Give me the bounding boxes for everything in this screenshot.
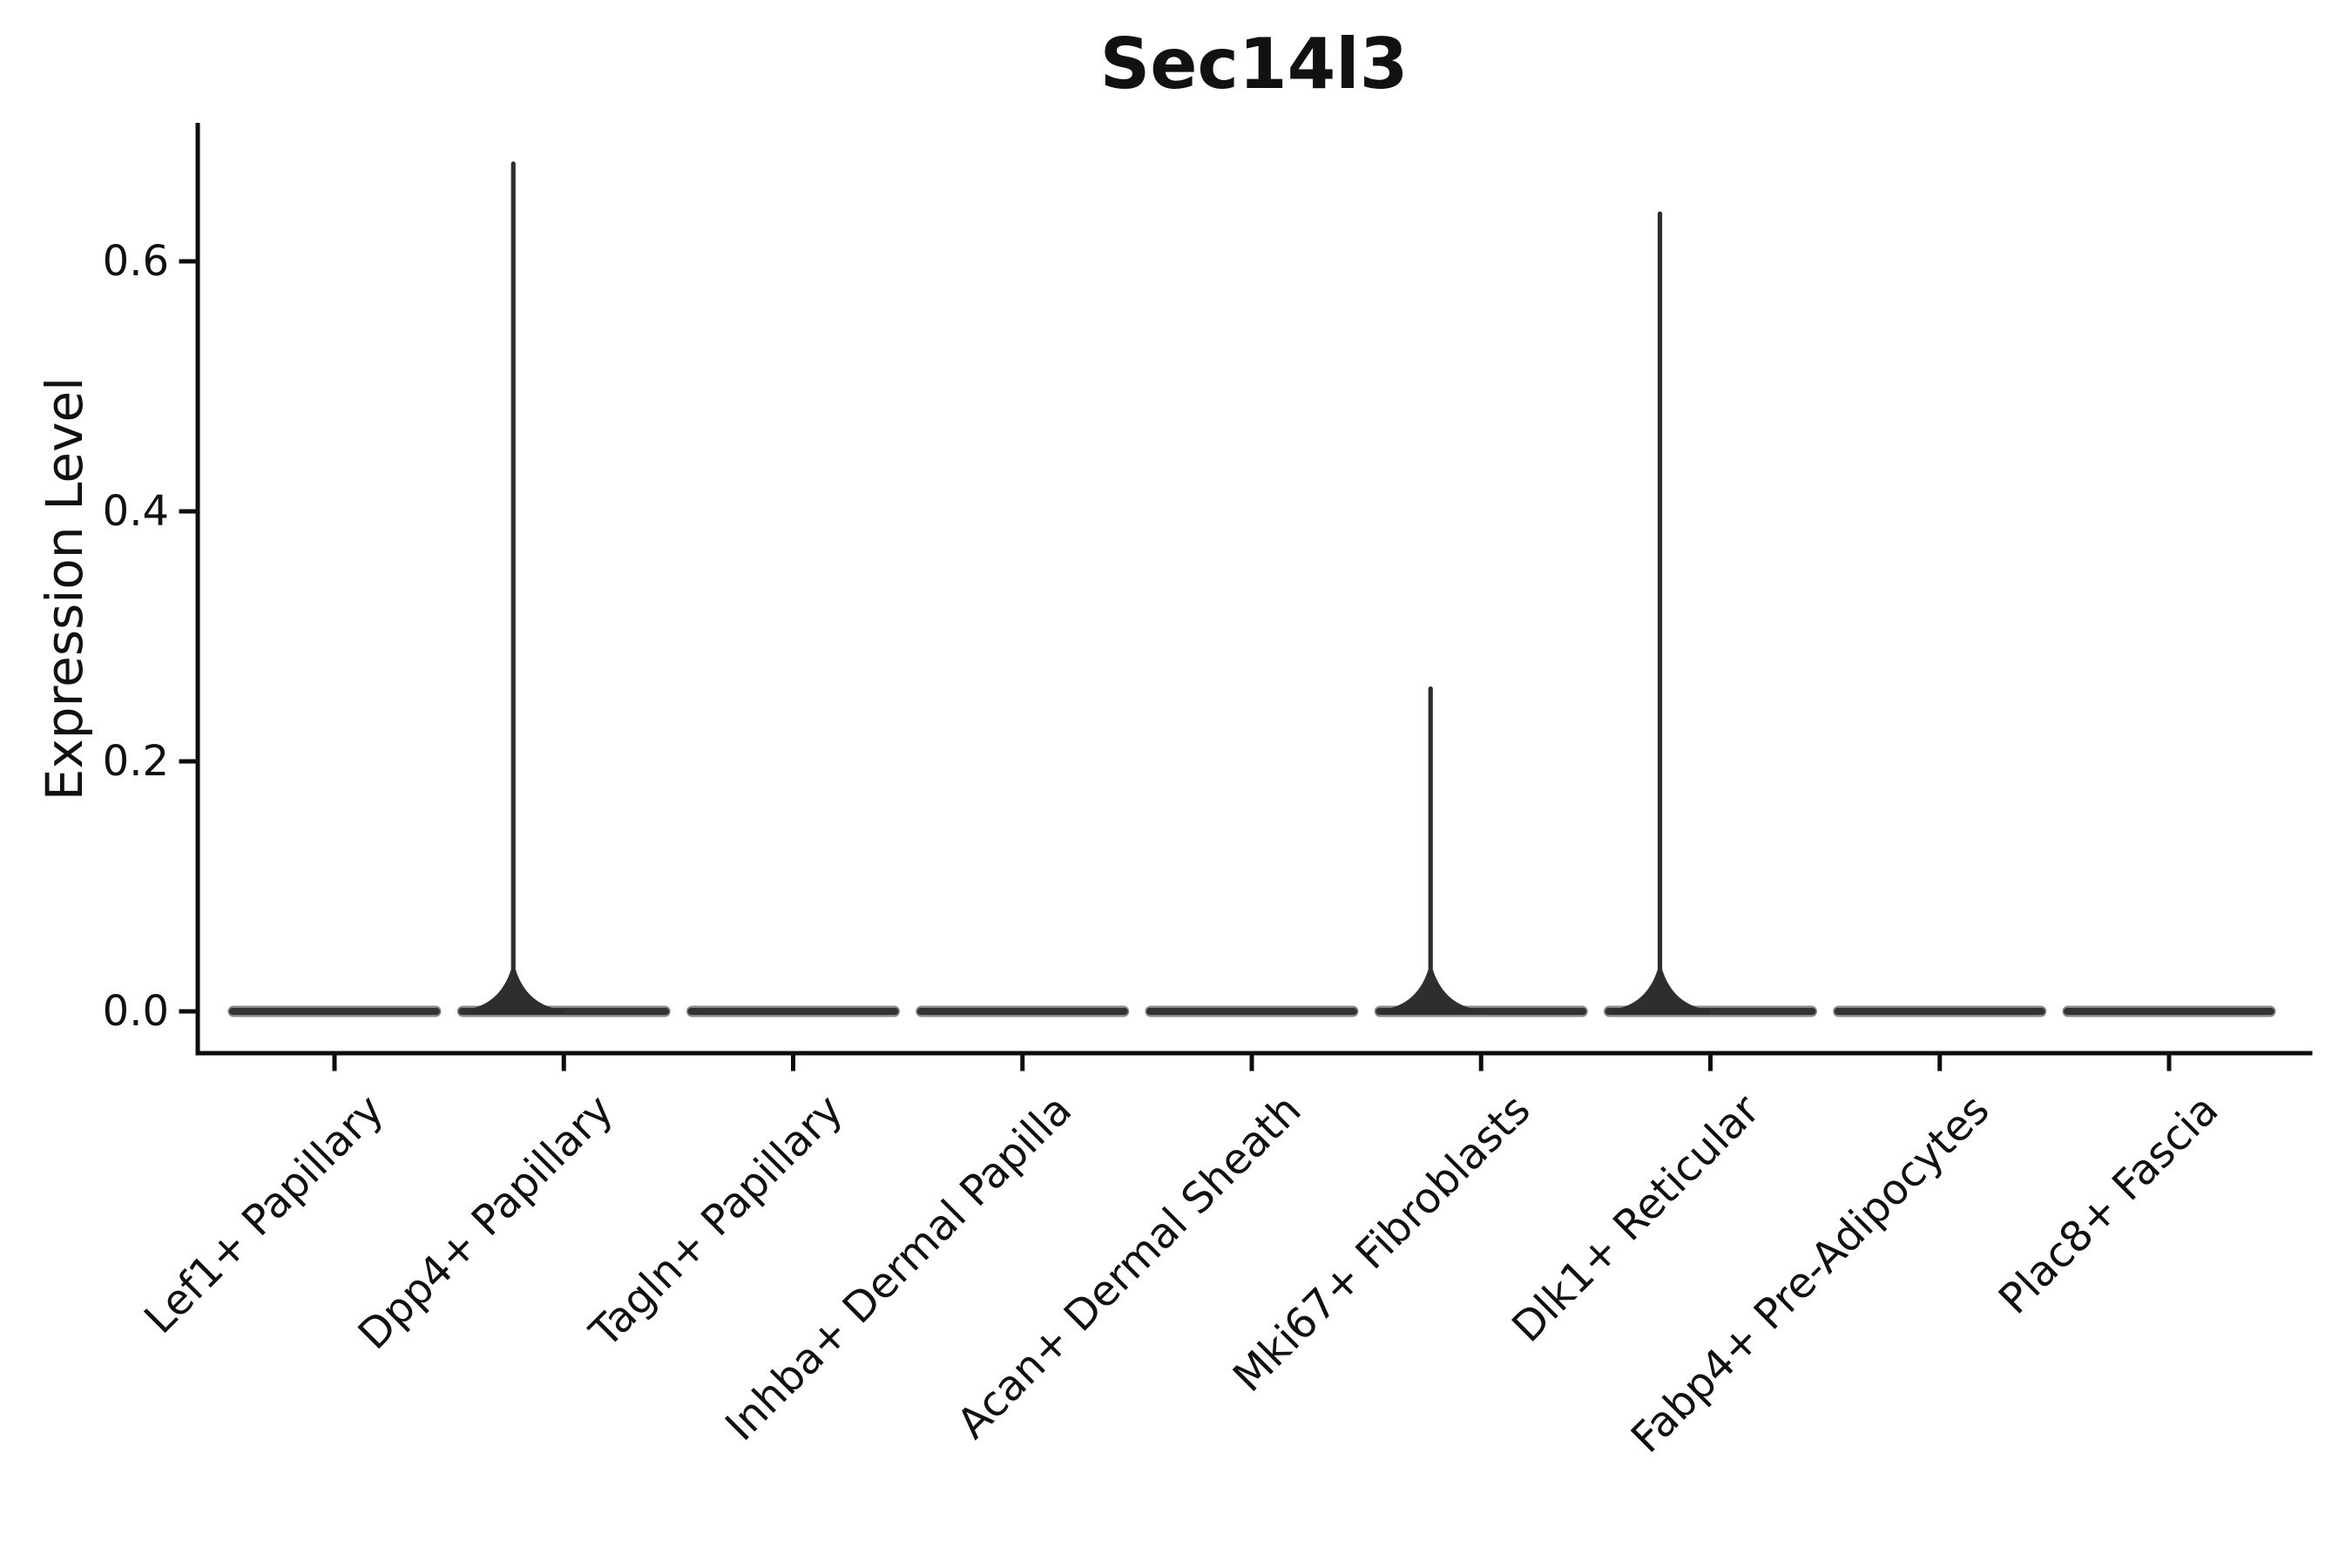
x-tick bbox=[1708, 1055, 1713, 1071]
y-tick bbox=[179, 1009, 196, 1014]
violin-spike bbox=[1609, 211, 1711, 1015]
y-tick-label: 0.4 bbox=[102, 487, 169, 536]
y-tick-label: 0.6 bbox=[102, 237, 169, 286]
x-tick bbox=[2166, 1055, 2172, 1071]
violin-spike bbox=[463, 161, 564, 1015]
y-tick-label: 0.0 bbox=[102, 987, 169, 1036]
x-tick bbox=[1249, 1055, 1254, 1071]
y-tick bbox=[179, 259, 196, 264]
chart-title: Sec14l3 bbox=[1099, 24, 1409, 105]
y-axis-spine bbox=[195, 123, 200, 1056]
x-tick bbox=[791, 1055, 795, 1071]
x-tick bbox=[1020, 1055, 1025, 1071]
y-tick bbox=[179, 759, 196, 764]
x-tick bbox=[332, 1055, 337, 1071]
x-tick bbox=[1478, 1055, 1484, 1071]
violin-spike bbox=[1380, 686, 1482, 1015]
axes-layer bbox=[179, 123, 2313, 1071]
x-tick bbox=[561, 1055, 566, 1071]
y-tick-label: 0.2 bbox=[102, 737, 169, 786]
x-axis-spine bbox=[195, 1051, 2313, 1056]
violin-layer bbox=[227, 161, 2276, 1017]
y-tick bbox=[179, 509, 196, 514]
x-tick bbox=[1937, 1055, 1943, 1071]
